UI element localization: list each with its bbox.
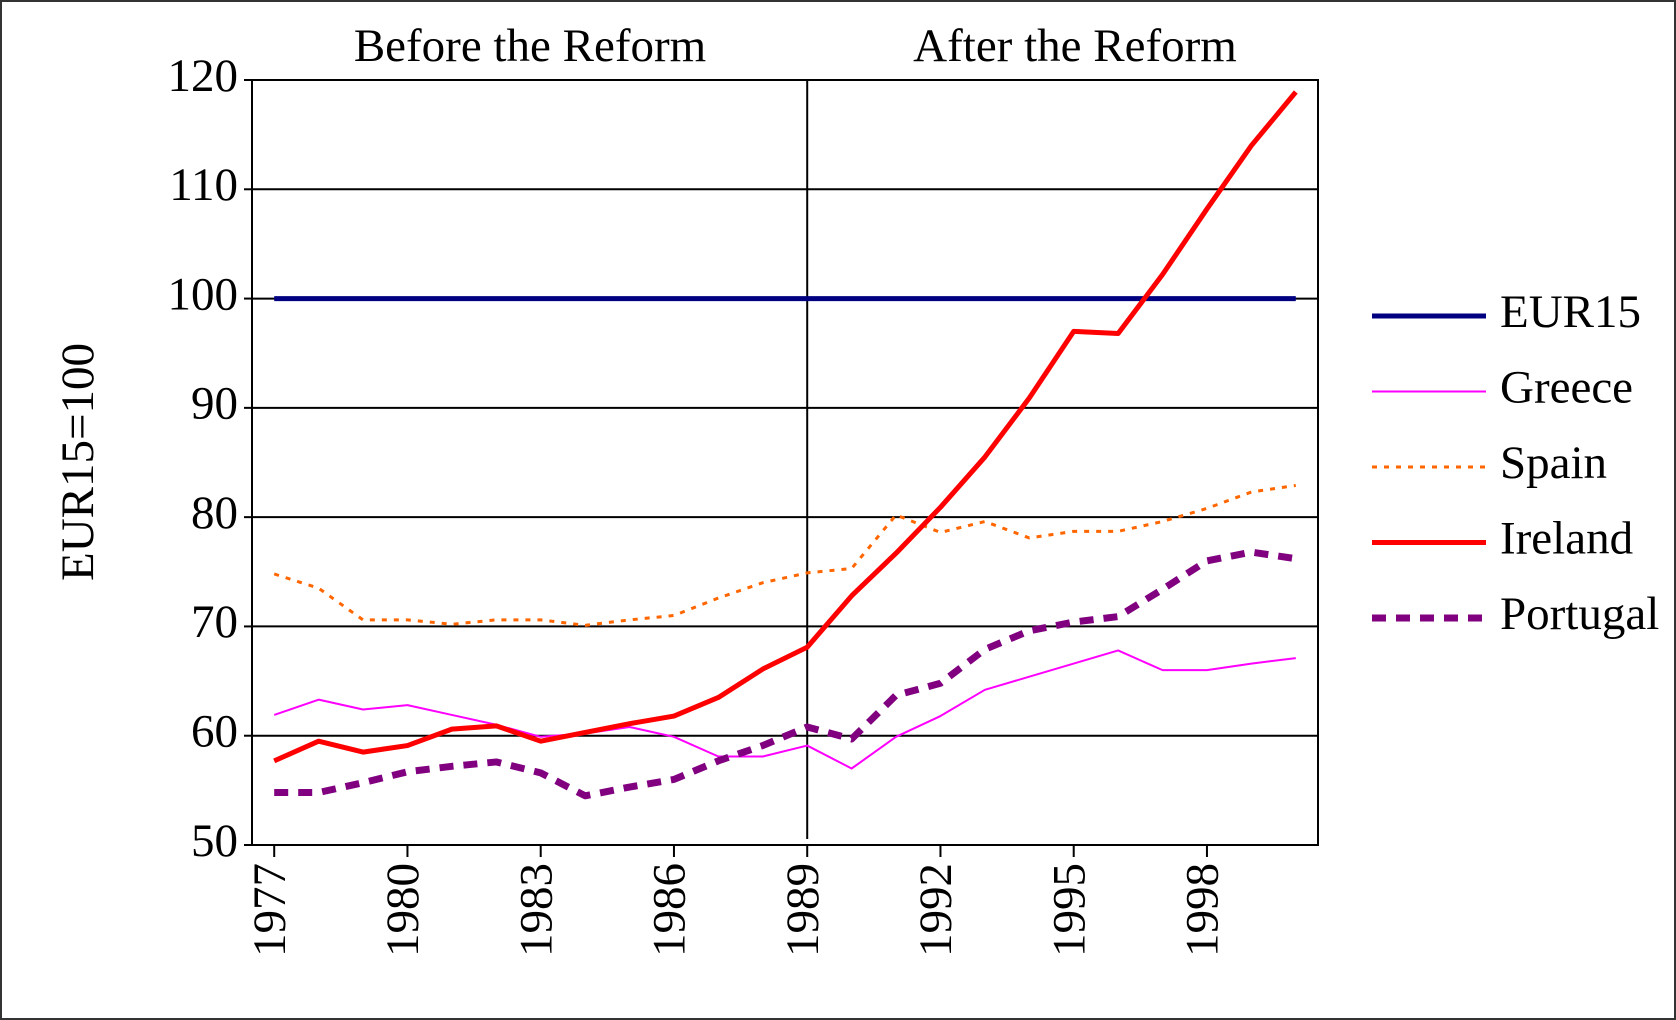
y-tick-label: 80 — [191, 487, 238, 539]
y-tick-label: 60 — [191, 705, 238, 757]
x-tick-label: 1989 — [777, 863, 829, 957]
y-tick-label: 70 — [191, 596, 238, 648]
x-tick-label: 1983 — [510, 863, 562, 957]
legend-label: Portugal — [1500, 588, 1659, 640]
y-axis-label: EUR15=100 — [52, 343, 104, 581]
series-line — [273, 483, 1297, 627]
plot-frame — [251, 79, 1319, 846]
x-tick-label: 1992 — [910, 863, 962, 957]
legend-label: EUR15 — [1500, 286, 1641, 338]
x-tick-label: 1986 — [644, 863, 696, 957]
y-tick-label: 120 — [168, 50, 239, 102]
annotation: After the Reform — [913, 20, 1237, 72]
legend-label: Spain — [1500, 437, 1607, 489]
annotation: Before the Reform — [354, 20, 706, 72]
y-tick-label: 90 — [191, 378, 238, 430]
legend-label: Greece — [1500, 361, 1633, 413]
x-tick-label: 1980 — [377, 863, 429, 957]
y-tick-label: 100 — [168, 268, 239, 320]
legend-label: Ireland — [1500, 512, 1633, 564]
y-tick-label: 110 — [169, 159, 238, 211]
series-line — [273, 90, 1298, 764]
y-tick-label: 50 — [191, 815, 238, 867]
x-tick-label: 1977 — [244, 863, 296, 957]
x-tick-label: 1998 — [1177, 863, 1229, 957]
series-line — [273, 649, 1296, 770]
x-tick-label: 1995 — [1043, 863, 1095, 957]
series-line — [274, 548, 1297, 800]
